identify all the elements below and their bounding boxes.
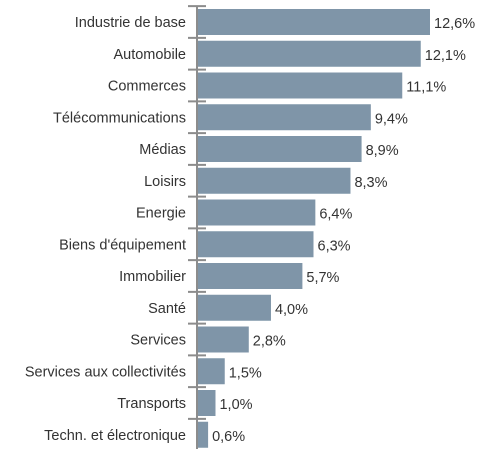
category-label: Automobile bbox=[113, 47, 186, 63]
bar bbox=[197, 104, 371, 131]
category-label: Biens d'équipement bbox=[59, 237, 186, 253]
bar bbox=[197, 421, 209, 448]
bar bbox=[197, 390, 216, 416]
category-label: Industrie de base bbox=[75, 15, 186, 31]
value-label: 2,8% bbox=[253, 334, 286, 350]
value-label: 12,1% bbox=[425, 48, 466, 64]
category-label: Energie bbox=[136, 206, 186, 222]
bar bbox=[197, 231, 314, 258]
value-labels: 12,6% 12,1% 11,1% 9,4% 8,9% 8,3%6,4% 6,3% 5,7% 4… bbox=[212, 16, 475, 445]
bar bbox=[197, 72, 403, 99]
value-label: 1,5% bbox=[229, 365, 262, 381]
category-label: Télécommunications bbox=[53, 110, 186, 126]
category-label: Loisirs bbox=[144, 174, 186, 190]
bar bbox=[197, 9, 430, 35]
category-label: Services bbox=[130, 333, 186, 349]
category-label: Techn. et électronique bbox=[44, 428, 186, 444]
bar bbox=[197, 40, 421, 67]
value-label: 12,6% bbox=[434, 16, 475, 32]
category-axis bbox=[188, 5, 206, 449]
value-label: 5,7% bbox=[306, 270, 339, 286]
value-label: 6,3% bbox=[318, 238, 351, 254]
category-label: Commerces bbox=[108, 79, 186, 95]
value-label: 8,3% bbox=[354, 175, 387, 191]
bar bbox=[197, 294, 271, 321]
category-label: Santé bbox=[148, 301, 186, 317]
value-label: 1,0% bbox=[219, 397, 252, 413]
value-label: 4,0% bbox=[275, 302, 308, 318]
bar bbox=[197, 199, 316, 226]
category-label: Transports bbox=[117, 396, 186, 412]
value-label: 8,9% bbox=[366, 143, 399, 159]
value-label: 9,4% bbox=[375, 111, 408, 127]
bar bbox=[197, 326, 249, 353]
bars-group bbox=[197, 9, 430, 448]
bar bbox=[197, 136, 362, 162]
value-label: 0,6% bbox=[212, 429, 245, 445]
category-label: Services aux collectivités bbox=[25, 364, 186, 380]
value-label: 6,4% bbox=[319, 207, 352, 223]
bar bbox=[197, 167, 351, 194]
category-label: Immobilier bbox=[119, 269, 186, 285]
category-label: Médias bbox=[139, 142, 186, 158]
value-label: 11,1% bbox=[406, 80, 446, 96]
bar bbox=[197, 263, 303, 289]
category-labels: Industrie de base Automobile Commerces Télé… bbox=[25, 15, 186, 444]
bar bbox=[197, 358, 225, 385]
